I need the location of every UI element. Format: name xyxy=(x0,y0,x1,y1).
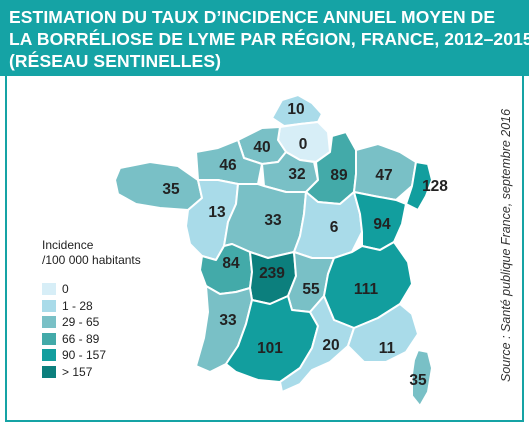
region-value-label: 13 xyxy=(208,204,226,221)
region-value-label: 47 xyxy=(375,167,392,184)
legend-title-line-2: /100 000 habitants xyxy=(42,253,141,267)
region-value-label: 10 xyxy=(287,101,304,118)
region-bretagne xyxy=(114,161,203,211)
region-value-label: 35 xyxy=(162,181,180,198)
legend-label: 0 xyxy=(62,282,69,296)
source-note: Source : Santé publique France, septembr… xyxy=(499,108,513,382)
region-value-label: 46 xyxy=(219,157,237,174)
legend-swatch xyxy=(42,283,56,295)
title-banner: ESTIMATION DU TAUX D’INCIDENCE ANNUEL MO… xyxy=(0,0,529,76)
region-value-label: 239 xyxy=(259,265,285,282)
region-value-label: 128 xyxy=(422,178,448,195)
region-value-label: 84 xyxy=(222,255,240,272)
region-provence-alpes-cote-d-azur xyxy=(347,303,419,363)
region-value-label: 35 xyxy=(409,372,427,389)
region-value-label: 111 xyxy=(354,281,379,298)
legend-swatch xyxy=(42,365,56,378)
region-value-label: 11 xyxy=(379,340,396,357)
legend-label: 66 - 89 xyxy=(62,331,100,346)
region-value-label: 6 xyxy=(330,219,339,236)
region-value-label: 101 xyxy=(257,340,283,357)
region-value-label: 40 xyxy=(253,139,270,156)
region-value-label: 20 xyxy=(322,337,339,354)
legend-label: > 157 xyxy=(62,364,93,379)
legend-swatch xyxy=(42,299,56,312)
legend-swatch xyxy=(42,332,56,345)
region-value-label: 33 xyxy=(219,312,237,329)
title-line-2: LA BORRÉLIOSE DE LYME PAR RÉGION, FRANCE… xyxy=(9,29,529,49)
region-alsace xyxy=(405,161,433,211)
region-lorraine xyxy=(353,143,417,201)
region-value-label: 33 xyxy=(264,212,282,229)
legend-swatch xyxy=(42,316,56,328)
legend-label: 90 - 157 xyxy=(62,348,107,362)
region-value-label: 55 xyxy=(302,281,320,298)
region-value-label: 94 xyxy=(373,216,391,233)
legend: Incidence /100 000 habitants 0 1 - 28 29 -… xyxy=(42,238,141,379)
title-line-3: (RÉSEAU SENTINELLES) xyxy=(9,51,222,71)
region-languedoc-roussillon xyxy=(279,295,355,393)
legend-label: 1 - 28 xyxy=(62,298,93,313)
region-value-label: 0 xyxy=(299,136,308,153)
region-value-label: 89 xyxy=(330,167,348,184)
title-line-1: ESTIMATION DU TAUX D’INCIDENCE ANNUEL MO… xyxy=(9,7,496,27)
legend-items: 0 1 - 28 29 - 65 66 - 89 90 - 157 > 157 xyxy=(42,268,141,379)
legend-label: 29 - 65 xyxy=(62,315,100,329)
legend-title-line-1: Incidence xyxy=(42,238,94,252)
region-value-label: 32 xyxy=(288,166,305,183)
legend-swatch xyxy=(42,349,56,361)
region-corse xyxy=(411,349,433,407)
